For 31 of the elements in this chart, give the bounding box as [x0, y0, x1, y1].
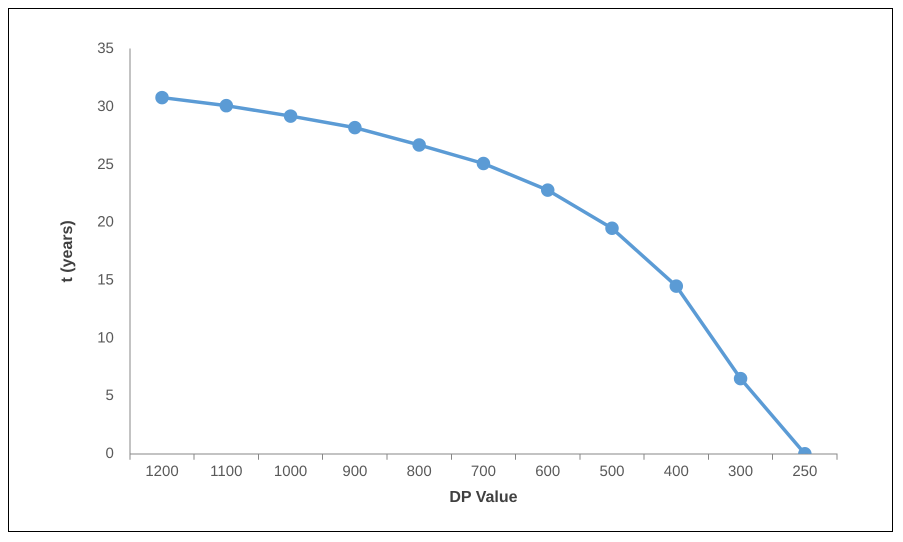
y-tick-label: 5 [106, 387, 114, 404]
y-tick-label: 0 [106, 444, 114, 462]
x-tick-label: 900 [342, 462, 368, 480]
y-tick-label: 25 [97, 156, 114, 173]
y-tick-label: 10 [97, 329, 114, 346]
point [670, 279, 684, 293]
point [734, 372, 748, 386]
x-tick-label: 400 [664, 462, 689, 480]
point [476, 156, 490, 170]
point [220, 98, 234, 112]
point [605, 222, 619, 236]
x-axis-title: DP Value [449, 488, 518, 506]
point [348, 120, 362, 134]
x-tick-label: 700 [470, 462, 496, 480]
y-tick-label: 30 [97, 98, 114, 115]
x-tick-label: 250 [792, 462, 818, 480]
x-tick-label: 1000 [274, 462, 308, 480]
point [540, 183, 554, 197]
point [155, 90, 169, 104]
x-tick-label: 300 [728, 462, 754, 480]
y-tick-label: 20 [97, 214, 114, 231]
x-tick-label: 1100 [210, 462, 242, 480]
x-tick-label: 800 [406, 462, 432, 480]
y-axis-title: t (years) [59, 220, 76, 283]
x-tick-label: 500 [599, 462, 625, 480]
point [412, 138, 426, 152]
y-tick-label: 15 [97, 271, 114, 288]
point [284, 109, 298, 123]
x-tick-label: 1200 [145, 462, 179, 480]
y-tick-label: 35 [97, 40, 114, 58]
x-tick-label: 600 [535, 462, 560, 480]
